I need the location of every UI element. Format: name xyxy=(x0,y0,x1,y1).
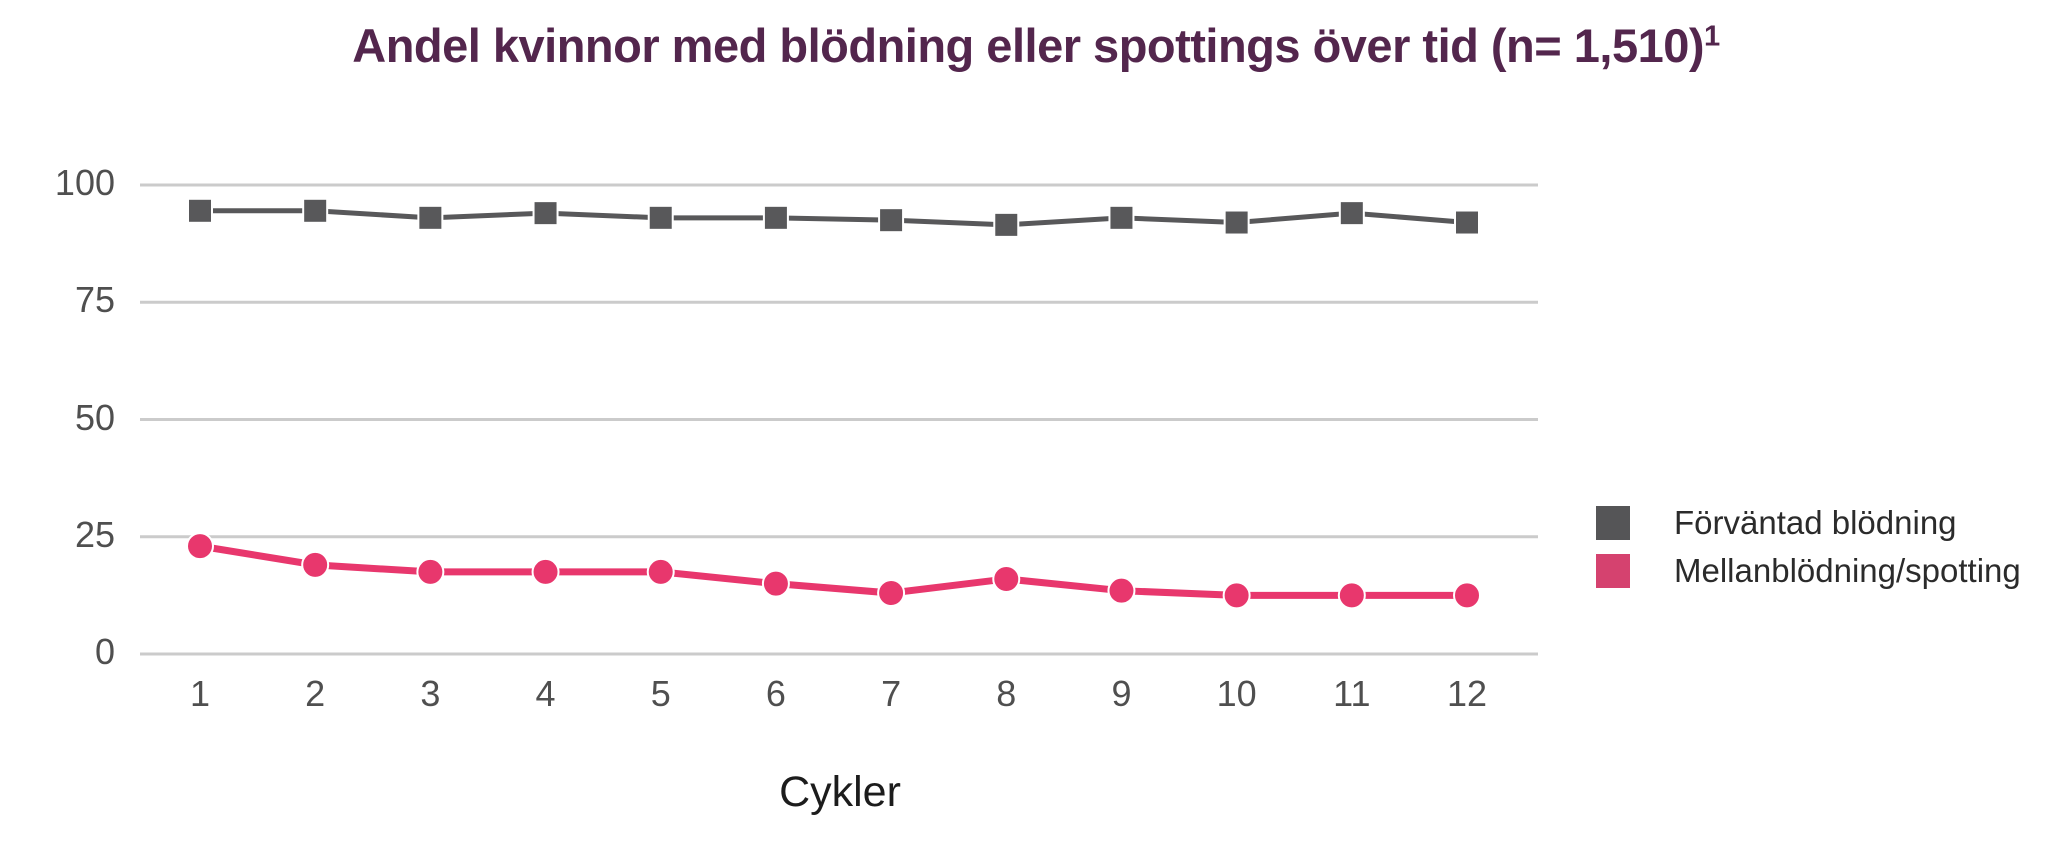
x-axis-tick-label: 9 xyxy=(1111,673,1132,714)
page-title: Andel kvinnor med blödning eller spottin… xyxy=(0,18,2072,73)
series-line-expected-bleeding xyxy=(200,208,1468,228)
data-point-marker xyxy=(1108,204,1135,231)
x-axis-tick-label: 8 xyxy=(996,673,1017,714)
data-point-marker xyxy=(761,569,790,598)
data-point-marker xyxy=(416,557,445,586)
data-point-marker xyxy=(992,564,1021,593)
data-point-marker xyxy=(1338,200,1365,227)
data-point-marker xyxy=(877,579,906,608)
chart-title-text: Andel kvinnor med blödning eller spottin… xyxy=(352,19,1705,72)
legend-label: Mellanblödning/spotting xyxy=(1674,552,2021,589)
data-point-marker xyxy=(417,204,444,231)
spotting-swatch-icon xyxy=(1596,554,1630,588)
legend: Förväntad blödning Mellanblödning/spotti… xyxy=(1596,504,2021,602)
expected-bleeding-swatch-icon xyxy=(1596,506,1630,540)
data-point-marker xyxy=(186,532,214,561)
series-line-spotting xyxy=(199,542,1467,599)
data-point-marker xyxy=(187,197,213,224)
data-point-marker xyxy=(647,204,674,231)
data-point-marker xyxy=(1337,581,1366,610)
data-point-marker xyxy=(1454,209,1480,236)
data-point-marker xyxy=(993,211,1020,238)
x-axis-tick-label: 7 xyxy=(881,673,902,714)
x-axis-title: Cykler xyxy=(779,768,901,816)
legend-item-spotting: Mellanblödning/spotting xyxy=(1596,552,2021,589)
x-axis-tick-label: 3 xyxy=(420,673,441,714)
data-point-marker xyxy=(878,207,905,234)
x-axis-tick-label: 6 xyxy=(765,673,786,714)
x-axis-tick-label: 10 xyxy=(1216,673,1257,714)
y-axis-tick-label: 75 xyxy=(74,279,115,321)
data-point-marker xyxy=(301,550,330,579)
data-point-marker xyxy=(531,557,560,586)
x-axis-tick-label: 12 xyxy=(1446,673,1488,714)
x-axis-tick-label: 1 xyxy=(189,673,211,714)
x-axis-tick-label: 5 xyxy=(650,673,671,714)
data-point-marker xyxy=(532,200,559,227)
data-point-marker xyxy=(302,197,329,224)
legend-label: Förväntad blödning xyxy=(1674,504,1957,541)
data-point-marker xyxy=(646,557,675,586)
legend-item-expected-bleeding: Förväntad blödning xyxy=(1596,504,2021,541)
data-point-marker xyxy=(1107,576,1136,605)
data-point-marker xyxy=(1453,581,1481,610)
y-axis-tick-label: 0 xyxy=(94,631,115,672)
x-axis-tick-label: 4 xyxy=(535,673,556,714)
x-axis-tick-label: 11 xyxy=(1333,673,1371,714)
data-point-marker xyxy=(1223,209,1250,236)
y-axis-tick-label: 25 xyxy=(74,513,115,555)
data-point-marker xyxy=(1222,581,1251,610)
y-axis-tick-label: 100 xyxy=(54,162,115,203)
x-axis-tick-label: 2 xyxy=(305,673,326,714)
y-axis-tick-label: 50 xyxy=(74,396,115,438)
chart-title-footnote-marker: 1 xyxy=(1704,20,1720,53)
data-point-marker xyxy=(762,204,789,231)
